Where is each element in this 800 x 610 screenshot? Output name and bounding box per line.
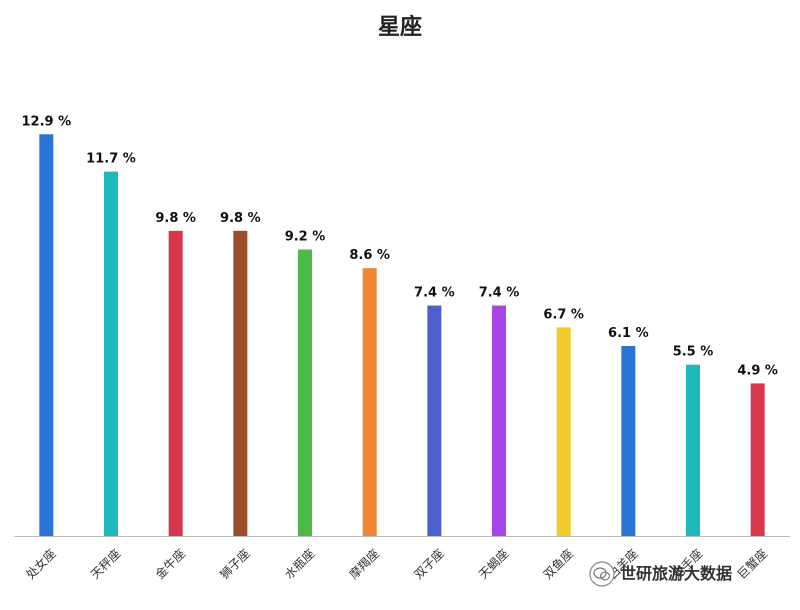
bar-3 — [168, 230, 183, 537]
x-tick-label-4: 狮子座 — [217, 546, 253, 582]
bar-10 — [621, 346, 636, 536]
watermark: 世研旅游大数据 — [589, 561, 732, 587]
x-tick-label-5: 水瓶座 — [281, 546, 317, 582]
bar-8 — [492, 305, 506, 536]
bar-5 — [298, 249, 312, 536]
chart-title: 星座 — [378, 14, 422, 40]
data-label-3: 9.8 % — [155, 211, 196, 226]
watermark-text: 世研旅游大数据 — [620, 564, 732, 583]
wechat-icon — [589, 561, 615, 587]
x-tick-label-2: 天秤座 — [87, 546, 123, 582]
x-tick-label-9: 双鱼座 — [540, 546, 576, 582]
x-tick-label-6: 摩羯座 — [346, 546, 382, 582]
data-label-1: 12.9 % — [22, 114, 72, 129]
x-tick-label-12: 巨蟹座 — [734, 546, 770, 582]
bar-group — [39, 134, 765, 537]
data-label-7: 7.4 % — [414, 286, 455, 301]
data-label-group: 12.9 % 11.7 % 9.8 % 9.8 % 9.2 % 8.6 % 7.4 % 7.4… — [22, 114, 778, 378]
x-tick-label-8: 天蝎座 — [475, 546, 511, 582]
x-tick-label-7: 双子座 — [411, 546, 447, 582]
data-label-5: 9.2 % — [285, 229, 326, 244]
x-tick-label-3: 金牛座 — [152, 546, 188, 582]
data-label-12: 4.9 % — [737, 363, 778, 378]
bar-1 — [39, 134, 54, 536]
data-label-9: 6.7 % — [543, 307, 584, 322]
data-label-6: 8.6 % — [349, 248, 390, 263]
data-label-2: 11.7 % — [86, 152, 136, 167]
bar-11 — [686, 364, 700, 536]
data-label-10: 6.1 % — [608, 326, 649, 341]
bar-7 — [427, 305, 442, 536]
bar-2 — [104, 171, 118, 536]
x-tick-label-1: 处女座 — [23, 546, 59, 582]
bar-9 — [556, 327, 571, 536]
data-label-4: 9.8 % — [220, 211, 261, 226]
bar-4 — [233, 230, 248, 537]
data-label-11: 5.5 % — [673, 345, 714, 360]
bar-12 — [750, 383, 765, 536]
bar-6 — [362, 268, 377, 536]
data-label-8: 7.4 % — [479, 286, 520, 301]
